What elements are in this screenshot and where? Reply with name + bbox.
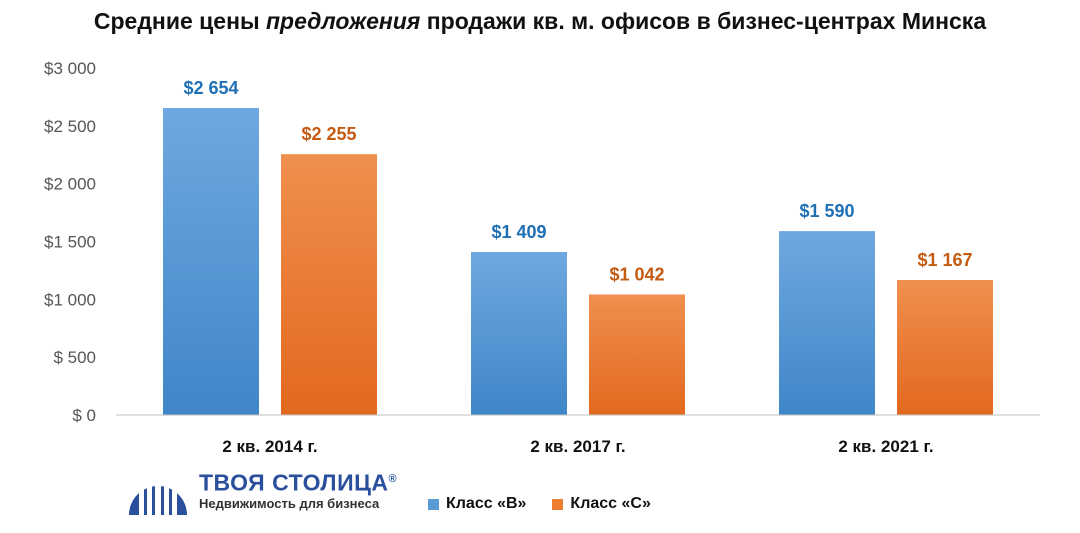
logo-name-text: ТВОЯ СТОЛИЦА [199, 469, 389, 496]
brand-logo: ТВОЯ СТОЛИЦА® Недвижимость для бизнеса [127, 463, 397, 515]
data-label-class-b: $1 409 [491, 222, 546, 242]
logo-tagline: Недвижимость для бизнеса [199, 495, 380, 511]
bar-class-c [589, 294, 685, 415]
bar-class-b [471, 252, 567, 415]
y-tick-label: $2 000 [44, 175, 96, 194]
legend-swatch-class-b [428, 498, 439, 510]
x-tick-label: 2 кв. 2014 г. [222, 437, 317, 456]
data-label-class-c: $1 167 [917, 250, 972, 270]
data-label-class-c: $1 042 [609, 264, 664, 284]
bar-class-c [281, 154, 377, 415]
chart-legend: Класс «В» Класс «С» [428, 495, 651, 513]
chart-title-emphasis: предложения [266, 8, 421, 34]
chart-title: Средние цены предложения продажи кв. м. … [0, 8, 1080, 35]
y-tick-label: $1 000 [44, 290, 96, 309]
y-tick-label: $3 000 [44, 59, 96, 78]
chart-title-part1: Средние цены [93, 8, 266, 34]
y-tick-label: $ 500 [53, 348, 96, 367]
y-tick-label: $ 0 [72, 406, 96, 425]
data-labels: $2 654 $2 255 $1 409 $1 042 $1 590 $1 167 [183, 78, 972, 284]
y-tick-label: $1 500 [44, 233, 96, 252]
data-label-class-c: $2 255 [301, 124, 356, 144]
legend-label-class-b: Класс «В» [446, 495, 527, 512]
bar-class-c [897, 280, 993, 415]
x-axis: 2 кв. 2014 г. 2 кв. 2017 г. 2 кв. 2021 г. [222, 437, 933, 456]
registered-mark: ® [388, 473, 398, 486]
y-tick-label: $2 500 [44, 117, 96, 136]
bar-class-b [779, 231, 875, 415]
legend-item-class-b: Класс «В» [428, 495, 526, 513]
bar-class-b [163, 108, 259, 416]
bars [163, 108, 993, 416]
legend-label-class-c: Класс «С» [570, 495, 651, 512]
logo-name: ТВОЯ СТОЛИЦА® [199, 466, 397, 496]
y-axis: $ 0 $ 500 $1 000 $1 500 $2 000 $2 500 $3 000 [44, 59, 96, 425]
legend-swatch-class-c [552, 498, 564, 510]
legend-item-class-c: Класс «С» [552, 495, 651, 513]
x-tick-label: 2 кв. 2017 г. [530, 437, 625, 456]
x-tick-label: 2 кв. 2021 г. [838, 437, 933, 456]
chart-title-part3: продажи кв. м. офисов в бизнес-центрах М… [420, 8, 987, 34]
building-logo-icon [129, 473, 187, 515]
data-label-class-b: $2 654 [183, 78, 238, 98]
data-label-class-b: $1 590 [799, 201, 854, 221]
